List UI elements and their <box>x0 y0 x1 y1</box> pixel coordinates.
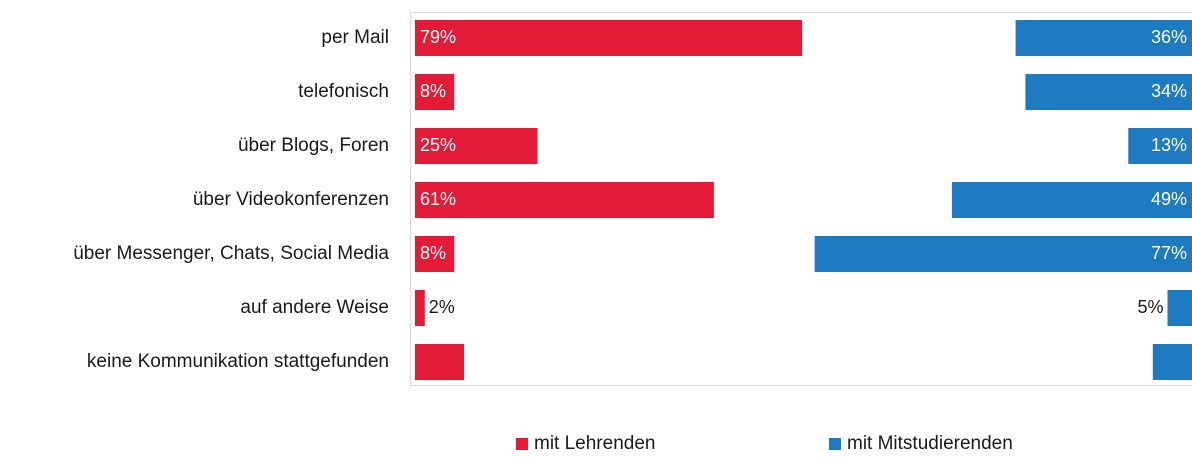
series-mit-mitstudierenden <box>814 20 1192 380</box>
legend: mit Lehrenden mit Mitstudierenden <box>516 433 1013 454</box>
category-labels: per Mail telefonisch über Blogs, Foren über… <box>73 27 389 372</box>
bar-mit-mitstudierenden <box>814 236 1192 272</box>
category-label: über Blogs, Foren <box>238 135 389 156</box>
bar-mit-lehrenden <box>415 20 803 56</box>
data-label-mit-mitstudierenden: 49% <box>1151 189 1187 209</box>
bar-mit-lehrenden <box>415 74 455 110</box>
legend-swatch-mit-lehrenden <box>516 438 528 450</box>
value-labels: 79% 36% 8% 34% 25% 13% 61% 49% 8% 77% 2% 5% <box>420 27 1187 317</box>
data-label-mit-mitstudierenden: 77% <box>1151 243 1187 263</box>
series-mit-lehrenden <box>415 20 803 380</box>
bar-mit-lehrenden <box>415 236 455 272</box>
bar-mit-mitstudierenden <box>1128 128 1192 164</box>
data-label-mit-mitstudierenden: 13% <box>1151 135 1187 155</box>
data-label-mit-lehrenden: 79% <box>420 27 456 47</box>
legend-label-mit-lehrenden: mit Lehrenden <box>534 433 655 454</box>
data-label-mit-lehrenden: 61% <box>420 189 456 209</box>
category-label: über Videokonferenzen <box>193 189 389 210</box>
category-label: auf andere Weise <box>240 297 389 318</box>
bar-mit-mitstudierenden <box>1152 344 1192 380</box>
data-label-mit-mitstudierenden: 34% <box>1151 81 1187 101</box>
bar-mit-lehrenden <box>415 290 425 326</box>
bar-mit-lehrenden <box>415 344 464 380</box>
category-label: keine Kommunikation stattgefunden <box>87 351 389 372</box>
legend-label-mit-mitstudierenden: mit Mitstudierenden <box>847 433 1013 454</box>
data-label-mit-lehrenden: 25% <box>420 135 456 155</box>
data-label-mit-lehrenden: 2% <box>429 297 455 317</box>
plot-frame <box>410 12 1192 386</box>
category-label: telefonisch <box>298 81 389 102</box>
bar-mit-mitstudierenden <box>1167 290 1192 326</box>
category-label: per Mail <box>321 27 389 48</box>
bar-mit-mitstudierenden <box>1025 74 1192 110</box>
bar-mit-lehrenden <box>415 182 714 218</box>
data-label-mit-mitstudierenden: 36% <box>1151 27 1187 47</box>
category-label: über Messenger, Chats, Social Media <box>73 243 389 264</box>
legend-swatch-mit-mitstudierenden <box>829 438 841 450</box>
data-label-mit-mitstudierenden: 5% <box>1137 297 1163 317</box>
data-label-mit-lehrenden: 8% <box>420 243 446 263</box>
data-label-mit-lehrenden: 8% <box>420 81 446 101</box>
bar-mit-mitstudierenden <box>1015 20 1192 56</box>
bar-mit-lehrenden <box>415 128 538 164</box>
bar-mit-mitstudierenden <box>951 182 1192 218</box>
